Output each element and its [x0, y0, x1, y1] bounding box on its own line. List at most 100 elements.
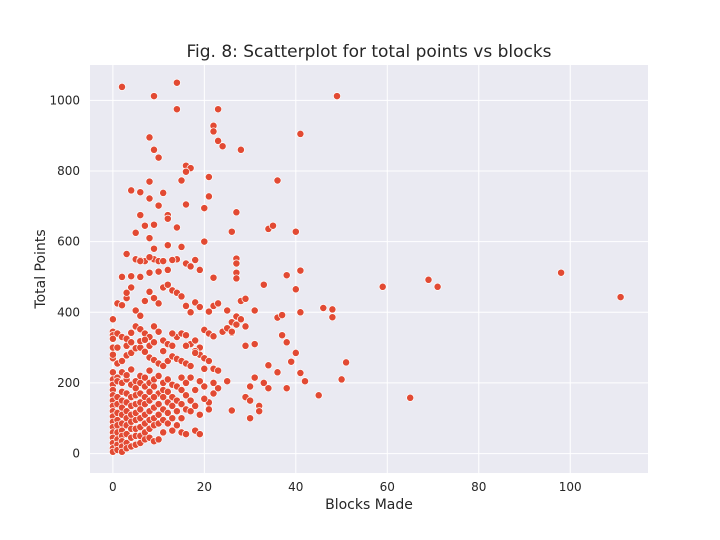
data-point	[328, 313, 337, 322]
data-point	[200, 237, 209, 246]
data-point	[328, 305, 337, 314]
data-point	[154, 267, 163, 276]
data-point	[145, 387, 154, 396]
data-point	[150, 322, 158, 331]
data-point	[140, 297, 149, 305]
data-point	[150, 145, 158, 154]
data-point	[296, 308, 305, 317]
data-point	[378, 282, 387, 291]
data-point	[406, 393, 415, 402]
data-point	[296, 369, 305, 377]
data-point	[154, 201, 163, 210]
data-point	[177, 414, 186, 423]
data-point	[150, 220, 158, 229]
x-tick-label: 80	[471, 480, 486, 494]
data-point	[182, 331, 190, 340]
data-point	[255, 407, 264, 416]
y-tick-label: 200	[57, 376, 80, 390]
data-point	[278, 331, 287, 340]
data-point	[154, 400, 163, 409]
data-point	[145, 133, 154, 142]
data-point	[163, 241, 172, 250]
data-point	[333, 92, 341, 101]
data-point	[291, 227, 300, 236]
data-point	[131, 228, 140, 237]
data-point	[186, 407, 195, 416]
data-point	[200, 382, 209, 391]
data-point	[616, 293, 625, 302]
data-point	[177, 400, 186, 409]
data-point	[145, 366, 154, 375]
data-point	[214, 136, 223, 145]
data-point	[168, 426, 177, 435]
data-point	[159, 362, 168, 370]
data-point	[223, 306, 232, 315]
data-point	[246, 414, 255, 423]
data-point	[150, 92, 158, 101]
data-point	[118, 301, 126, 310]
data-point	[250, 340, 259, 349]
data-point	[195, 377, 204, 386]
data-point	[246, 382, 255, 391]
data-point	[122, 250, 131, 258]
y-tick-label: 600	[57, 235, 80, 249]
data-point	[195, 410, 204, 419]
data-point	[269, 221, 277, 230]
data-point	[214, 299, 223, 308]
data-point	[136, 311, 145, 320]
data-point	[159, 257, 168, 266]
data-point	[291, 348, 300, 357]
x-tick-label: 60	[380, 480, 395, 494]
data-point	[159, 393, 168, 402]
data-point	[154, 299, 163, 308]
data-point	[236, 145, 245, 154]
data-point	[172, 407, 181, 416]
data-point	[127, 283, 136, 292]
data-point	[154, 153, 163, 162]
data-point	[250, 373, 259, 382]
data-point	[204, 192, 213, 201]
data-point	[118, 357, 126, 365]
data-point	[182, 378, 190, 387]
data-point	[191, 256, 200, 264]
data-point	[163, 408, 172, 417]
data-point	[150, 338, 158, 347]
data-point	[209, 378, 218, 387]
data-point	[191, 348, 200, 357]
data-point	[287, 357, 296, 366]
data-point	[264, 384, 273, 393]
data-point	[223, 377, 232, 386]
data-point	[182, 391, 190, 400]
data-point	[200, 394, 209, 403]
data-point	[127, 338, 136, 347]
data-point	[191, 401, 200, 410]
data-point	[195, 265, 204, 274]
data-point	[150, 393, 158, 402]
data-point	[150, 294, 158, 303]
data-point	[186, 308, 195, 317]
data-point	[209, 273, 218, 282]
data-point	[150, 382, 158, 391]
y-tick-label: 400	[57, 305, 80, 319]
data-point	[168, 401, 177, 410]
data-point	[145, 177, 154, 186]
data-point	[264, 361, 273, 370]
data-point	[172, 223, 181, 232]
data-point	[186, 262, 195, 271]
data-point	[163, 387, 172, 396]
x-tick-label: 0	[109, 480, 117, 494]
data-point	[191, 336, 200, 345]
data-point	[108, 334, 117, 343]
data-point	[204, 405, 213, 414]
y-axis-label: Total Points	[33, 229, 49, 309]
data-point	[232, 208, 241, 217]
data-point	[227, 406, 236, 415]
data-point	[282, 271, 291, 280]
data-point	[273, 176, 282, 185]
data-point	[177, 373, 186, 382]
data-point	[191, 298, 200, 307]
data-point	[168, 329, 177, 338]
data-point	[182, 430, 190, 439]
data-point	[163, 265, 172, 274]
